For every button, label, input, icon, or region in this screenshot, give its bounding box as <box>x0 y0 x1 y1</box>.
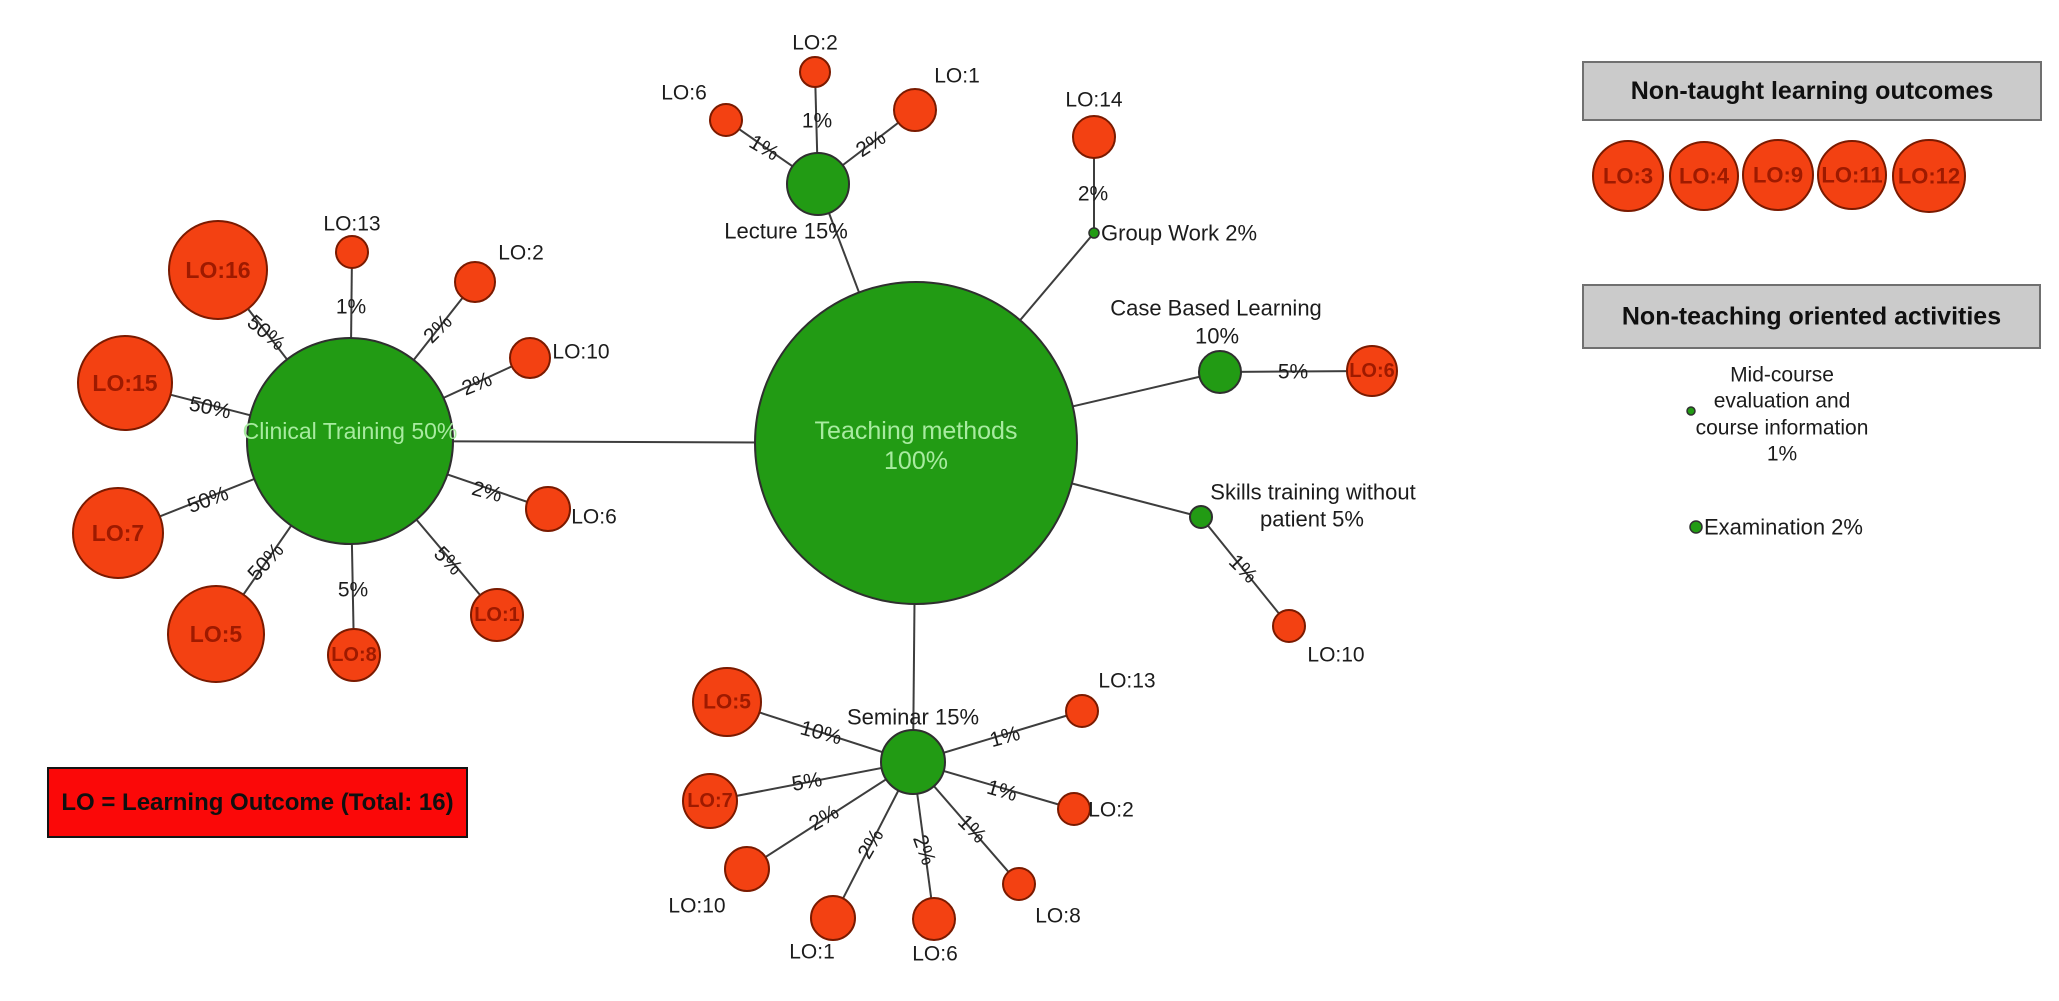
lo6-lecture-label: LO:6 <box>661 82 707 105</box>
lo16-clinical-text: LO:16 <box>185 257 250 283</box>
lo15-clinical-node <box>77 335 173 431</box>
lo13-clinical-label: LO:13 <box>323 213 380 236</box>
lo9-legend-text: LO:9 <box>1753 163 1803 188</box>
lo2-lecture-node <box>799 56 831 88</box>
mid-course-label-line3: course information <box>1696 417 1869 440</box>
lo8-clinical-node <box>327 628 381 682</box>
lo15-clinical-text: LO:15 <box>92 370 157 396</box>
lo5-seminar-node <box>692 667 762 737</box>
legend-lo-note-title: LO = Learning Outcome (Total: 16) <box>61 789 453 816</box>
lo6-clinical-node <box>525 486 571 532</box>
lo10-skills-label: LO:10 <box>1307 644 1364 667</box>
lo16-clinical-node <box>168 220 268 320</box>
teaching-methods-text: 100% <box>884 447 948 475</box>
lecture-label: Lecture 15% <box>724 219 848 244</box>
lo5-clinical-text: LO:5 <box>190 621 243 647</box>
examination-dot-node <box>1689 520 1703 534</box>
group-work-label: Group Work 2% <box>1101 221 1257 246</box>
skills-training-node <box>1189 505 1213 529</box>
edge-label-seminar--lo7-seminar: 5% <box>790 768 824 796</box>
lo10-seminar-node <box>724 846 770 892</box>
lo1-clinical-text: LO:1 <box>474 604 520 626</box>
legend-non-teaching-title: Non-teaching oriented activities <box>1622 303 2001 331</box>
lo6-lecture-node <box>709 103 743 137</box>
lo14-groupwork-label: LO:14 <box>1065 89 1123 112</box>
lo10-skills-node <box>1272 609 1306 643</box>
lo7-clinical-text: LO:7 <box>92 520 144 546</box>
cbl-label-line1: Case Based Learning <box>1110 296 1322 321</box>
lo7-seminar-node <box>682 773 738 829</box>
lo1-lecture-label: LO:1 <box>934 65 980 88</box>
lo4-legend-node <box>1669 141 1739 211</box>
legend-non-taught-box <box>1582 61 2042 121</box>
lo2-clinical-node <box>454 261 496 303</box>
lo11-legend-node <box>1817 140 1887 210</box>
skills-label-line1: Skills training without <box>1210 480 1415 505</box>
lo4-legend-text: LO:4 <box>1679 164 1730 189</box>
lo10-seminar-label: LO:10 <box>668 895 725 918</box>
lo7-seminar-text: LO:7 <box>687 790 733 812</box>
lo13-seminar-node <box>1065 694 1099 728</box>
lecture-node <box>786 152 850 216</box>
clinical-training-node <box>246 337 454 545</box>
legend-non-teaching-box <box>1582 284 2041 349</box>
mid-course-label-line4: 1% <box>1767 443 1797 466</box>
seminar-label: Seminar 15% <box>847 705 979 730</box>
lo13-seminar-label: LO:13 <box>1098 670 1155 693</box>
legend-non-taught-title: Non-taught learning outcomes <box>1631 77 1994 105</box>
edge-label-clinical-training--lo13-clinical: 1% <box>336 296 366 319</box>
lo6-seminar-label: LO:6 <box>912 943 958 966</box>
lo7-clinical-node <box>72 487 164 579</box>
group-work-node <box>1088 227 1100 239</box>
lo12-legend-node <box>1892 139 1966 213</box>
lo6-clinical-label: LO:6 <box>571 506 617 529</box>
lo9-legend-node <box>1742 139 1814 211</box>
edge-label-clinical-training--lo8-clinical: 5% <box>338 579 368 602</box>
lo6-cbl-text: LO:6 <box>1349 360 1395 382</box>
lo10-clinical-node <box>509 337 551 379</box>
lo2-seminar-node <box>1057 792 1091 826</box>
examination-label: Examination 2% <box>1704 515 1863 540</box>
edge-seminar--lo7-seminar <box>709 761 914 802</box>
lo2-seminar-label: LO:2 <box>1088 799 1134 822</box>
lo3-legend-node <box>1592 140 1664 212</box>
lo14-groupwork-node <box>1072 115 1116 159</box>
edge-label-case-based-learning--lo6-cbl: 5% <box>1278 361 1308 384</box>
skills-label-line2: patient 5% <box>1260 507 1364 532</box>
lo13-clinical-node <box>335 235 369 269</box>
lo2-lecture-label: LO:2 <box>792 32 838 55</box>
edge-label-group-work--lo14-groupwork: 2% <box>1078 183 1108 206</box>
cbl-label-line2: 10% <box>1195 324 1239 349</box>
edge-label-lecture--lo2-lecture: 1% <box>802 110 832 133</box>
teaching-methods-text: Teaching methods <box>815 417 1018 445</box>
case-based-learning-node <box>1198 350 1242 394</box>
lo1-lecture-node <box>893 88 937 132</box>
lo11-legend-text: LO:11 <box>1821 163 1882 188</box>
lo8-seminar-label: LO:8 <box>1035 905 1081 928</box>
edge-skills-training--lo10-skills <box>1200 516 1290 627</box>
legend-lo-note-box <box>47 767 468 838</box>
mid-course-label-line1: Mid-course <box>1730 364 1834 387</box>
mid-course-dot-node <box>1686 406 1696 416</box>
lo2-clinical-label: LO:2 <box>498 242 544 265</box>
seminar-node <box>880 729 946 795</box>
lo1-seminar-node <box>810 895 856 941</box>
mid-course-label-line2: evaluation and <box>1714 390 1851 413</box>
clinical-training-text: Clinical Training 50% <box>243 418 458 444</box>
lo3-legend-text: LO:3 <box>1603 164 1653 189</box>
lo5-clinical-node <box>167 585 265 683</box>
lo10-clinical-label: LO:10 <box>552 341 609 364</box>
teaching-methods-node <box>754 281 1078 605</box>
lo6-cbl-node <box>1346 345 1398 397</box>
lo8-seminar-node <box>1002 867 1036 901</box>
lo6-seminar-node <box>912 897 956 941</box>
lo5-seminar-text: LO:5 <box>703 691 751 714</box>
lo1-seminar-label: LO:1 <box>789 941 835 964</box>
lo8-clinical-text: LO:8 <box>331 644 377 666</box>
lo1-clinical-node <box>470 588 524 642</box>
lo12-legend-text: LO:12 <box>1898 164 1960 189</box>
